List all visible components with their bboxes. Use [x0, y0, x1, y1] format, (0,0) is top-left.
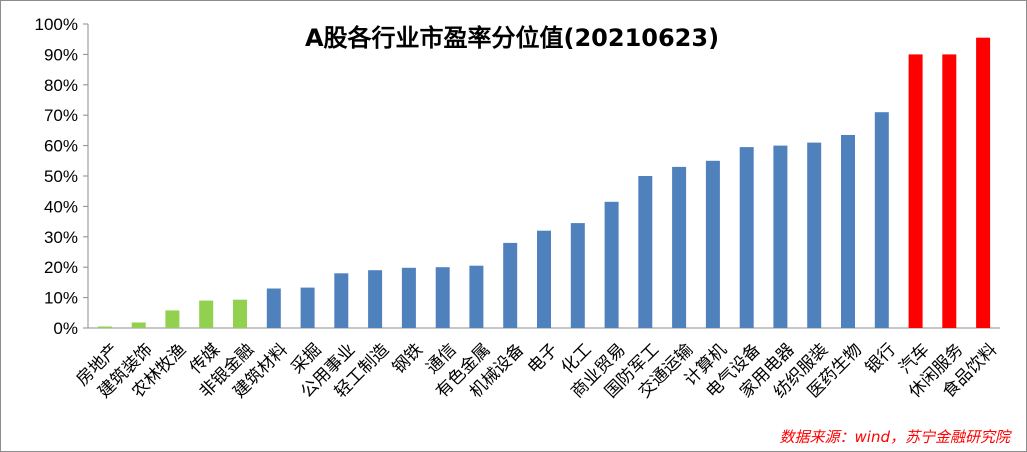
bar — [165, 310, 180, 328]
y-axis: 0% 10% 20% 30% 40% 50% 60% 70% 80% 90% 100% — [35, 15, 1000, 338]
y-tick-label: 70% — [44, 106, 78, 125]
bar — [976, 37, 991, 328]
bar — [739, 147, 754, 328]
x-axis-labels: 房地产建筑装饰农林牧渔传媒非银金融建筑材料采掘公用事业轻工制造钢铁通信有色金属机… — [73, 340, 1001, 402]
y-tick-label: 90% — [44, 45, 78, 64]
bar — [233, 299, 247, 328]
bar — [334, 273, 349, 328]
y-tick-label: 60% — [44, 137, 78, 156]
bar — [807, 142, 822, 328]
bar — [773, 145, 788, 328]
bar — [300, 287, 315, 328]
y-tick-label: 0% — [53, 319, 78, 338]
bar — [97, 326, 112, 328]
bar — [469, 265, 484, 328]
bar — [401, 267, 416, 328]
y-tick-label: 20% — [44, 258, 78, 277]
bar — [942, 54, 957, 329]
x-tick-label: 电子 — [524, 340, 562, 378]
bar — [368, 270, 383, 328]
chart-title: A股各行业市盈率分位值(20210623) — [305, 24, 719, 52]
bar — [638, 176, 653, 328]
bar — [131, 322, 146, 328]
y-tick-label: 100% — [35, 15, 78, 34]
bar — [570, 223, 585, 328]
x-tick-label: 钢铁 — [389, 340, 427, 378]
y-tick-label: 50% — [44, 167, 78, 186]
bar — [841, 135, 855, 328]
bar — [705, 160, 720, 328]
bar — [672, 166, 687, 328]
y-tick-label: 40% — [44, 197, 78, 216]
bar — [503, 242, 518, 328]
bar — [537, 230, 551, 328]
bar — [266, 288, 281, 328]
bar — [908, 54, 923, 329]
bar — [435, 267, 450, 328]
bars-group — [97, 37, 991, 329]
y-tick-label: 10% — [44, 289, 78, 308]
x-tick-label: 银行 — [862, 340, 900, 378]
y-tick-label: 80% — [44, 76, 78, 95]
bar — [604, 201, 619, 328]
y-tick-label: 30% — [44, 228, 78, 247]
bar — [199, 300, 214, 328]
source-note: 数据来源：wind，苏宁金融研究院 — [780, 428, 1012, 446]
bar — [874, 112, 889, 328]
